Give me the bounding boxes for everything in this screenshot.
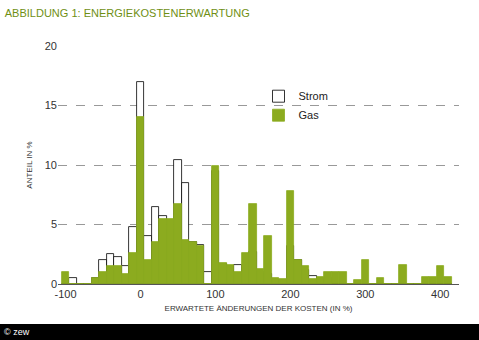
svg-text:0: 0 [137, 288, 143, 300]
svg-text:20: 20 [45, 40, 57, 52]
svg-text:Strom: Strom [299, 90, 328, 102]
svg-text:ABBILDUNG 1: ENERGIEKOSTENERWA: ABBILDUNG 1: ENERGIEKOSTENERWARTUNG [5, 7, 250, 19]
svg-text:ANTEIL IN %: ANTEIL IN % [25, 141, 34, 188]
svg-text:0: 0 [51, 278, 57, 290]
svg-text:200: 200 [281, 288, 299, 300]
svg-text:ERWARTETE ÄNDERUNGEN DER KOSTE: ERWARTETE ÄNDERUNGEN DER KOSTEN (IN %) [165, 304, 353, 313]
svg-text:-100: -100 [54, 288, 76, 300]
svg-text:100: 100 [206, 288, 224, 300]
html-text:© zew: © zew [4, 327, 30, 337]
svg-text:400: 400 [431, 288, 449, 300]
svg-text:15: 15 [45, 99, 57, 111]
svg-text:Gas: Gas [299, 109, 320, 121]
svg-text:5: 5 [51, 218, 57, 230]
svg-text:300: 300 [356, 288, 374, 300]
svg-text:10: 10 [45, 159, 57, 171]
